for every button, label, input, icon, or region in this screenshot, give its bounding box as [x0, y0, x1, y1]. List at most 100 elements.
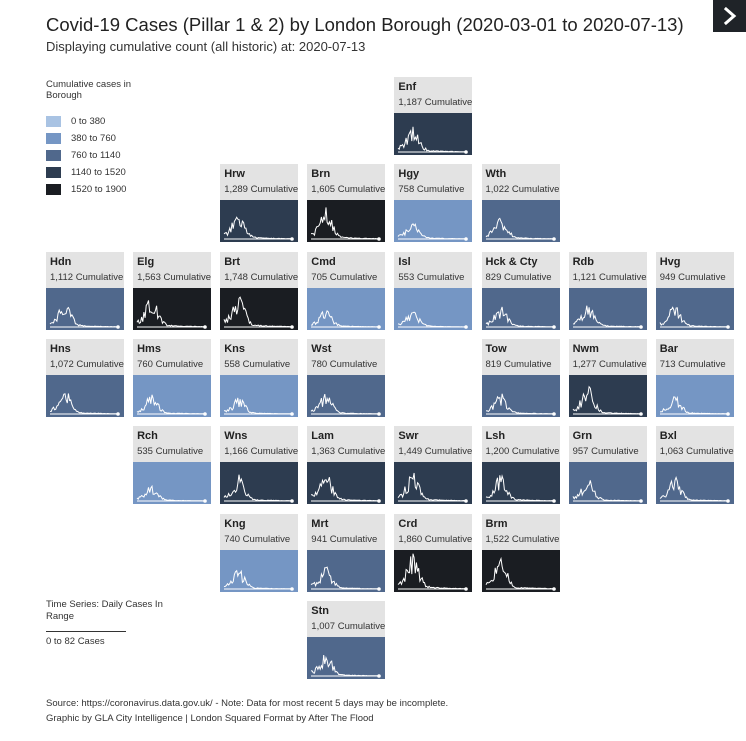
borough-code: Grn	[572, 430, 593, 443]
tile-header: Brm 1,522 Cumulative	[481, 513, 560, 550]
sparkline-svg	[572, 385, 643, 416]
borough-tile[interactable]: Hdn 1,112 Cumulative	[46, 251, 124, 330]
sparkline-end-dot	[551, 324, 556, 329]
borough-code: Wth	[485, 168, 507, 181]
sparkline-end-dot	[464, 586, 469, 591]
tile-header: Hdn 1,112 Cumulative	[46, 251, 124, 288]
tile-header: Cmd 705 Cumulative	[307, 251, 386, 288]
sparkline-svg	[572, 480, 643, 503]
borough-tile[interactable]: Wth 1,022 Cumulative	[481, 164, 560, 243]
borough-tile[interactable]: Isl 553 Cumulative	[394, 251, 473, 330]
daily-cases-sparkline	[46, 374, 124, 417]
sparkline-svg	[311, 309, 382, 329]
sparkline-svg	[659, 305, 730, 329]
borough-code: Hvg	[659, 255, 681, 268]
sparkline-end-dot	[551, 237, 556, 242]
borough-code: Kng	[224, 517, 246, 530]
borough-tile[interactable]: Tow 819 Cumulative	[481, 338, 560, 417]
borough-code: Hdn	[50, 255, 72, 268]
tile-header: Bxl 1,063 Cumulative	[655, 426, 734, 463]
sparkline-svg	[224, 397, 294, 416]
borough-tile[interactable]: Hns 1,072 Cumulative	[46, 338, 124, 417]
borough-code: Hrw	[224, 168, 245, 181]
sparkline-end-dot	[203, 324, 207, 329]
sparkline-svg	[485, 217, 556, 242]
borough-tile[interactable]: Brm 1,522 Cumulative	[481, 513, 560, 592]
borough-tile[interactable]: Stn 1,007 Cumulative	[307, 600, 386, 679]
borough-tile[interactable]: Hms 760 Cumulative	[133, 338, 212, 417]
borough-tile[interactable]: Brt 1,748 Cumulative	[220, 251, 299, 330]
tile-header: Crd 1,860 Cumulative	[394, 513, 473, 550]
tile-header: Wth 1,022 Cumulative	[481, 164, 560, 201]
borough-tile[interactable]: Rch 535 Cumulative	[133, 426, 212, 505]
sparkline-end-dot	[377, 499, 382, 503]
borough-tile[interactable]: Lam 1,363 Cumulative	[307, 426, 386, 505]
sparkline-line	[485, 306, 554, 327]
legend-label: 1140 to 1520	[71, 167, 126, 178]
legend-swatch	[46, 116, 61, 127]
borough-tile[interactable]: Kng 740 Cumulative	[220, 513, 299, 592]
daily-cases-sparkline	[568, 287, 647, 330]
sparkline-line	[485, 556, 554, 589]
sparkline-end-dot	[551, 586, 556, 591]
tile-header: Nwm 1,277 Cumulative	[568, 338, 647, 375]
cumulative-count: 1,449 Cumulative	[398, 446, 473, 458]
borough-code: Rch	[137, 430, 158, 443]
borough-tile[interactable]: Kns 558 Cumulative	[220, 338, 299, 417]
sparkline-line	[136, 299, 206, 327]
borough-tile[interactable]: Crd 1,860 Cumulative	[394, 513, 473, 592]
borough-tile[interactable]: Grn 957 Cumulative	[568, 426, 647, 505]
borough-tile[interactable]: Bar 713 Cumulative	[655, 338, 734, 417]
timeseries-legend-title: Time Series: Daily Cases In Range	[46, 599, 163, 622]
next-button[interactable]	[713, 0, 746, 32]
borough-tile[interactable]: Bxl 1,063 Cumulative	[655, 426, 734, 505]
tile-header: Grn 957 Cumulative	[568, 426, 647, 463]
borough-tile[interactable]: Brn 1,605 Cumulative	[307, 164, 386, 243]
borough-tile[interactable]: Swr 1,449 Cumulative	[394, 426, 473, 505]
sparkline-end-dot	[290, 412, 294, 416]
borough-tile[interactable]: Wns 1,166 Cumulative	[220, 426, 299, 505]
legend-item: 0 to 380	[46, 113, 126, 130]
tile-header: Hms 760 Cumulative	[133, 338, 212, 375]
daily-cases-sparkline	[394, 113, 473, 155]
tile-header: Enf 1,187 Cumulative	[394, 77, 473, 113]
sparkline-svg	[136, 394, 207, 416]
borough-tile[interactable]: Lsh 1,200 Cumulative	[481, 426, 560, 505]
sparkline-end-dot	[290, 586, 294, 591]
borough-tile[interactable]: Hrw 1,289 Cumulative	[220, 164, 299, 243]
daily-cases-sparkline	[481, 200, 560, 243]
borough-code: Brt	[224, 255, 241, 268]
tile-header: Swr 1,449 Cumulative	[394, 426, 473, 463]
cumulative-count: 553 Cumulative	[398, 271, 465, 283]
borough-tile[interactable]: Elg 1,563 Cumulative	[133, 251, 212, 330]
borough-tile[interactable]: Hgy 758 Cumulative	[394, 164, 473, 243]
daily-cases-sparkline	[394, 287, 473, 330]
borough-tile[interactable]: Rdb 1,121 Cumulative	[568, 251, 647, 330]
tile-header: Brt 1,748 Cumulative	[220, 251, 299, 288]
borough-code: Mrt	[311, 517, 329, 530]
tile-header: Elg 1,563 Cumulative	[133, 251, 212, 288]
legend-item: 380 to 760	[46, 130, 126, 147]
sparkline-svg	[223, 216, 294, 242]
cumulative-count: 760 Cumulative	[137, 358, 204, 370]
borough-tile[interactable]: Enf 1,187 Cumulative	[394, 77, 473, 155]
borough-tile[interactable]: Cmd 705 Cumulative	[307, 251, 386, 330]
tile-header: Hvg 949 Cumulative	[655, 251, 734, 288]
tile-header: Mrt 941 Cumulative	[307, 513, 386, 550]
cumulative-count: 1,748 Cumulative	[224, 271, 299, 283]
tile-header: Lam 1,363 Cumulative	[307, 426, 386, 463]
borough-tile[interactable]: Nwm 1,277 Cumulative	[568, 338, 647, 417]
borough-code: Elg	[137, 255, 155, 268]
borough-tile[interactable]: Mrt 941 Cumulative	[307, 513, 386, 592]
borough-tile[interactable]: Hck & Cty 829 Cumulative	[481, 251, 560, 330]
cumulative-count: 1,200 Cumulative	[485, 446, 560, 458]
borough-tile[interactable]: Hvg 949 Cumulative	[655, 251, 734, 330]
sparkline-line	[224, 569, 293, 589]
daily-cases-sparkline	[220, 200, 299, 243]
borough-code: Brm	[485, 517, 508, 530]
cumulative-count: 829 Cumulative	[485, 271, 552, 283]
sparkline-end-dot	[551, 412, 556, 416]
borough-tile[interactable]: Wst 780 Cumulative	[307, 338, 386, 417]
daily-cases-sparkline	[133, 287, 212, 330]
cumulative-count: 705 Cumulative	[311, 271, 378, 283]
